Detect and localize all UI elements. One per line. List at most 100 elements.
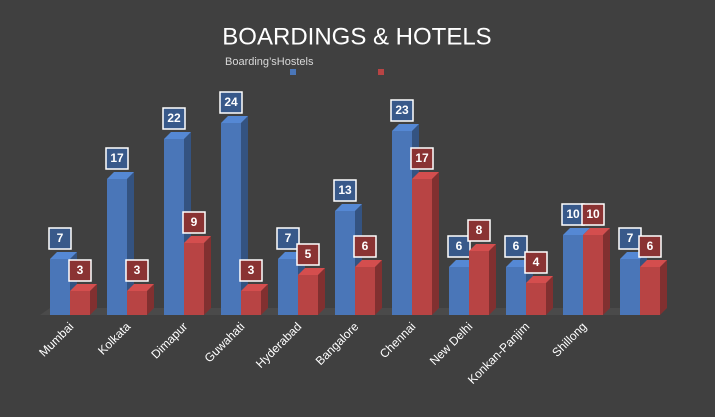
bar-top [241, 284, 268, 291]
bar-front [640, 267, 660, 315]
data-label: 5 [305, 247, 312, 261]
data-label-box [276, 227, 300, 250]
bar-front [392, 131, 412, 315]
bar-top [164, 132, 191, 139]
bar-side [90, 284, 97, 315]
bar-top [298, 268, 325, 275]
bar-front [278, 259, 298, 315]
bar-front [241, 291, 261, 315]
bar-top [526, 276, 553, 283]
legend-label: Boarding’s [225, 56, 277, 68]
bar-front [107, 179, 127, 315]
data-label: 6 [456, 239, 463, 253]
bar-top [563, 228, 590, 235]
bar-front [355, 267, 375, 315]
data-label-box [467, 219, 491, 242]
data-label-box [353, 235, 377, 258]
bar [241, 284, 268, 315]
data-label-box [410, 147, 434, 170]
bar-top [50, 252, 77, 259]
bar-top [355, 260, 382, 267]
bar [583, 228, 610, 315]
bar-side [660, 260, 667, 315]
data-label-box [125, 259, 149, 282]
data-label-box [182, 211, 206, 234]
data-label: 7 [57, 231, 64, 245]
data-label-box [162, 107, 186, 130]
bar-front [620, 259, 640, 315]
bar-front [221, 123, 241, 315]
data-label-box [390, 99, 414, 122]
data-label: 3 [134, 263, 141, 277]
data-label-box [333, 179, 357, 202]
data-label-box [68, 259, 92, 282]
data-label-box [524, 251, 548, 274]
bar-top [184, 236, 211, 243]
bar [127, 284, 154, 315]
bar-front [164, 139, 184, 315]
bar-front [469, 251, 489, 315]
data-label-box [296, 243, 320, 266]
data-label: 7 [285, 231, 292, 245]
bar-side [261, 284, 268, 315]
bar-top [335, 204, 362, 211]
bar [412, 172, 439, 315]
bar-top [127, 284, 154, 291]
data-label-box [638, 235, 662, 258]
bar-top [392, 124, 419, 131]
data-label: 13 [338, 183, 352, 197]
bar-side [603, 228, 610, 315]
data-label: 3 [248, 263, 255, 277]
bar-top [640, 260, 667, 267]
bar-top [107, 172, 134, 179]
bar [469, 244, 496, 315]
bar [298, 268, 325, 315]
data-label-box [105, 147, 129, 170]
bar [640, 260, 667, 315]
bar-side [375, 260, 382, 315]
data-label: 23 [395, 103, 409, 117]
bar [221, 116, 248, 315]
data-label: 17 [110, 151, 124, 165]
bar-front [506, 267, 526, 315]
bar-front [298, 275, 318, 315]
data-label: 4 [533, 255, 540, 269]
chart-title: BOARDINGS & HOTELS [222, 23, 491, 50]
bar-front [563, 235, 583, 315]
bar-side [432, 172, 439, 315]
bar-side [489, 244, 496, 315]
data-label: 10 [566, 207, 580, 221]
data-label: 6 [647, 239, 654, 253]
data-label-box [447, 235, 471, 258]
bar [355, 260, 382, 315]
bar-front [412, 179, 432, 315]
data-label-box [219, 91, 243, 114]
data-label: 10 [586, 207, 600, 221]
bar-front [583, 235, 603, 315]
bar-top [412, 172, 439, 179]
data-label: 6 [362, 239, 369, 253]
data-label-box [581, 203, 605, 226]
data-label: 3 [77, 263, 84, 277]
data-label: 6 [513, 239, 520, 253]
bar-front [70, 291, 90, 315]
data-label: 22 [167, 111, 181, 125]
bar [70, 284, 97, 315]
bar [526, 276, 553, 315]
bar-top [583, 228, 610, 235]
data-label: 9 [191, 215, 198, 229]
bar-front [526, 283, 546, 315]
bar-front [184, 243, 204, 315]
bar-side [204, 236, 211, 315]
bar-front [335, 211, 355, 315]
data-label-box [504, 235, 528, 258]
legend-swatch [290, 69, 296, 75]
bar-side [546, 276, 553, 315]
data-label: 17 [415, 151, 429, 165]
data-label: 8 [476, 223, 483, 237]
legend-swatch [378, 69, 384, 75]
bar-front [449, 267, 469, 315]
bar-top [221, 116, 248, 123]
bar-front [50, 259, 70, 315]
bar [184, 236, 211, 315]
